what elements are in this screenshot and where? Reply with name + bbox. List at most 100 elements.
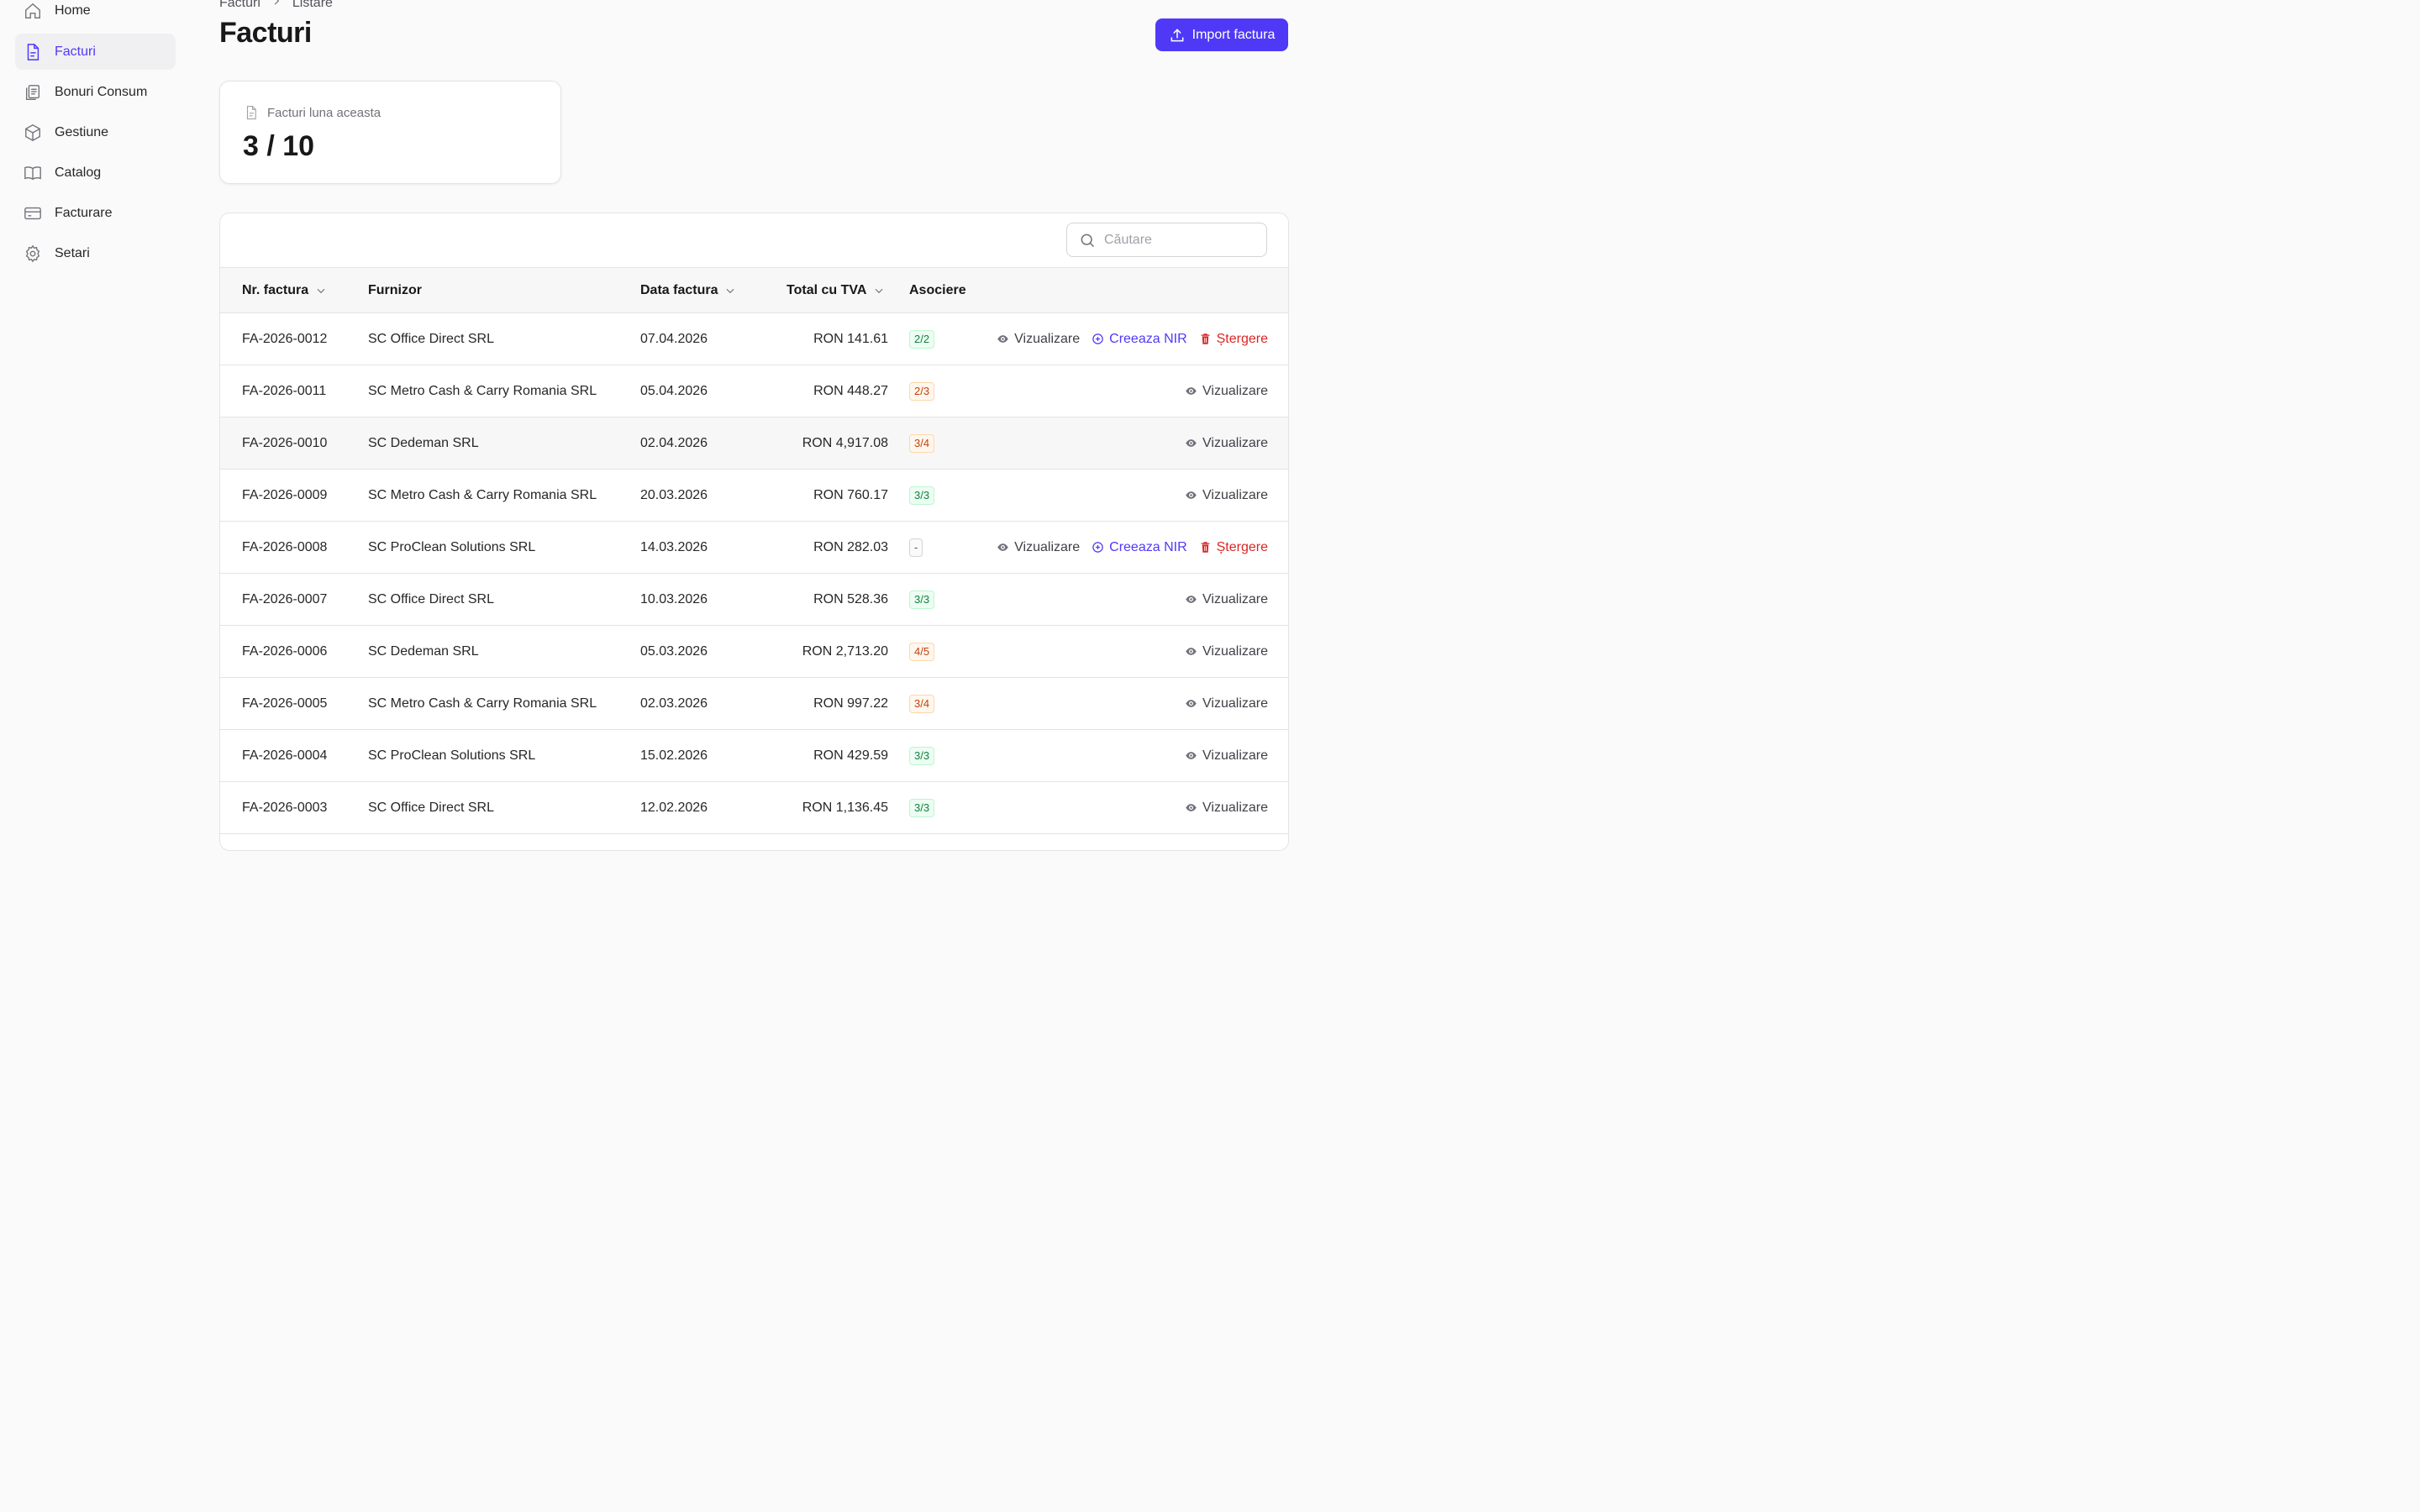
sidebar-item-home[interactable]: Home	[15, 0, 176, 29]
table-body: FA-2026-0012 SC Office Direct SRL 07.04.…	[220, 313, 1288, 834]
asociere-badge: 2/2	[909, 329, 935, 349]
cell-total: RON 429.59	[813, 748, 888, 763]
column-header-nr-factura[interactable]: Nr. factura	[242, 268, 327, 312]
eye-icon	[1185, 385, 1197, 397]
table-row[interactable]: FA-2026-0012 SC Office Direct SRL 07.04.…	[220, 313, 1288, 365]
row-actions: Vizualizare	[1185, 470, 1268, 521]
delete-button[interactable]: Ștergere	[1199, 540, 1268, 555]
eye-icon	[1185, 489, 1197, 501]
import-factura-button[interactable]: Import factura	[1155, 18, 1288, 51]
row-actions: Vizualizare	[1185, 678, 1268, 729]
asociere-badge: 3/3	[909, 798, 935, 817]
cell-data-factura: 02.04.2026	[640, 435, 708, 450]
sidebar-item-label: Facturare	[55, 205, 113, 220]
eye-icon	[997, 541, 1009, 554]
view-button[interactable]: Vizualizare	[997, 332, 1080, 347]
view-button[interactable]: Vizualizare	[1185, 748, 1268, 764]
document-icon	[244, 105, 259, 120]
cell-total: RON 1,136.45	[802, 800, 888, 815]
view-button[interactable]: Vizualizare	[1185, 592, 1268, 607]
eye-icon	[1185, 645, 1197, 658]
column-header-total-cu-tva[interactable]: Total cu TVA	[786, 268, 885, 312]
cell-asociere: 4/5	[909, 626, 935, 677]
sidebar-item-catalog[interactable]: Catalog	[15, 155, 176, 191]
column-label: Nr. factura	[242, 282, 309, 297]
search-input[interactable]	[1104, 232, 1255, 248]
trash-icon	[1199, 333, 1212, 345]
delete-button-label: Ștergere	[1216, 539, 1268, 554]
trash-icon	[1199, 541, 1212, 554]
view-button[interactable]: Vizualizare	[1185, 436, 1268, 451]
sidebar-item-label: Catalog	[55, 165, 102, 180]
asociere-badge: 2/3	[909, 381, 935, 401]
sidebar-item-setari[interactable]: Setari	[15, 235, 176, 271]
stat-value: 3 / 10	[243, 130, 315, 162]
delete-button-label: Ștergere	[1216, 331, 1268, 346]
search-box[interactable]	[1066, 223, 1267, 257]
view-button-label: Vizualizare	[1202, 643, 1268, 659]
cell-asociere: -	[909, 522, 923, 573]
column-label: Data factura	[640, 282, 718, 297]
view-button[interactable]: Vizualizare	[1185, 488, 1268, 503]
row-actions: Vizualizare	[1185, 574, 1268, 625]
chevron-down-icon	[724, 285, 736, 297]
stat-label-text: Facturi luna aceasta	[267, 105, 381, 120]
asociere-badge: 3/4	[909, 433, 935, 453]
view-button[interactable]: Vizualizare	[1185, 384, 1268, 399]
cell-data-factura: 05.03.2026	[640, 643, 708, 659]
table-row[interactable]: FA-2026-0006 SC Dedeman SRL 05.03.2026 R…	[220, 626, 1288, 678]
view-button[interactable]: Vizualizare	[1185, 801, 1268, 816]
view-button-label: Vizualizare	[1202, 748, 1268, 763]
cell-total: RON 282.03	[813, 539, 888, 554]
breadcrumb-listare: Listare	[292, 0, 333, 10]
stat-card-facturi-luna: Facturi luna aceasta 3 / 10	[219, 81, 561, 184]
sidebar-item-bonuri-consum[interactable]: Bonuri Consum	[15, 74, 176, 110]
sidebar-item-label: Home	[55, 3, 91, 18]
breadcrumb: Facturi Listare	[219, 0, 333, 11]
sidebar-item-facturare[interactable]: Facturare	[15, 195, 176, 231]
cell-furnizor: SC ProClean Solutions SRL	[368, 539, 536, 554]
row-actions: Vizualizare	[1185, 417, 1268, 469]
book-icon	[23, 163, 43, 183]
view-button-label: Vizualizare	[1014, 539, 1081, 554]
delete-button[interactable]: Ștergere	[1199, 332, 1268, 347]
breadcrumb-facturi[interactable]: Facturi	[219, 0, 260, 10]
table-row[interactable]: FA-2026-0005 SC Metro Cash & Carry Roman…	[220, 678, 1288, 730]
table-row[interactable]: FA-2026-0004 SC ProClean Solutions SRL 1…	[220, 730, 1288, 782]
sidebar-item-facturi[interactable]: Facturi	[15, 34, 176, 70]
cell-data-factura: 14.03.2026	[640, 539, 708, 554]
creeaza-nir-button[interactable]: Creeaza NIR	[1092, 331, 1187, 347]
view-button[interactable]: Vizualizare	[997, 540, 1080, 555]
table-row[interactable]: FA-2026-0009 SC Metro Cash & Carry Roman…	[220, 470, 1288, 522]
gear-icon	[23, 244, 43, 264]
creeaza-nir-button-label: Creeaza NIR	[1109, 539, 1187, 554]
view-button[interactable]: Vizualizare	[1185, 644, 1268, 659]
table-row[interactable]: FA-2026-0007 SC Office Direct SRL 10.03.…	[220, 574, 1288, 626]
cell-total: RON 4,917.08	[802, 435, 888, 450]
table-row[interactable]: FA-2026-0011 SC Metro Cash & Carry Roman…	[220, 365, 1288, 417]
cell-data-factura: 07.04.2026	[640, 331, 708, 346]
view-button[interactable]: Vizualizare	[1185, 696, 1268, 711]
plus-circle-icon	[1092, 541, 1104, 554]
table-row[interactable]: FA-2026-0003 SC Office Direct SRL 12.02.…	[220, 782, 1288, 834]
stat-label: Facturi luna aceasta	[244, 105, 381, 120]
import-factura-label: Import factura	[1192, 27, 1276, 42]
sidebar-item-label: Gestiune	[55, 124, 109, 139]
column-header-furnizor: Furnizor	[368, 268, 422, 312]
eye-icon	[1185, 749, 1197, 762]
table-row[interactable]: FA-2026-0008 SC ProClean Solutions SRL 1…	[220, 522, 1288, 574]
cell-asociere: 3/4	[909, 417, 935, 469]
file-text-icon	[23, 42, 43, 62]
creeaza-nir-button-label: Creeaza NIR	[1109, 331, 1187, 346]
chevron-down-icon	[315, 285, 327, 297]
sidebar-item-gestiune[interactable]: Gestiune	[15, 114, 176, 150]
view-button-label: Vizualizare	[1202, 435, 1268, 450]
column-label: Furnizor	[368, 282, 422, 297]
cell-furnizor: SC Dedeman SRL	[368, 643, 479, 659]
creeaza-nir-button[interactable]: Creeaza NIR	[1092, 539, 1187, 555]
column-header-data-factura[interactable]: Data factura	[640, 268, 736, 312]
box-icon	[23, 123, 43, 143]
table-row[interactable]: FA-2026-0010 SC Dedeman SRL 02.04.2026 R…	[220, 417, 1288, 470]
cell-total: RON 2,713.20	[802, 643, 888, 659]
eye-icon	[1185, 697, 1197, 710]
